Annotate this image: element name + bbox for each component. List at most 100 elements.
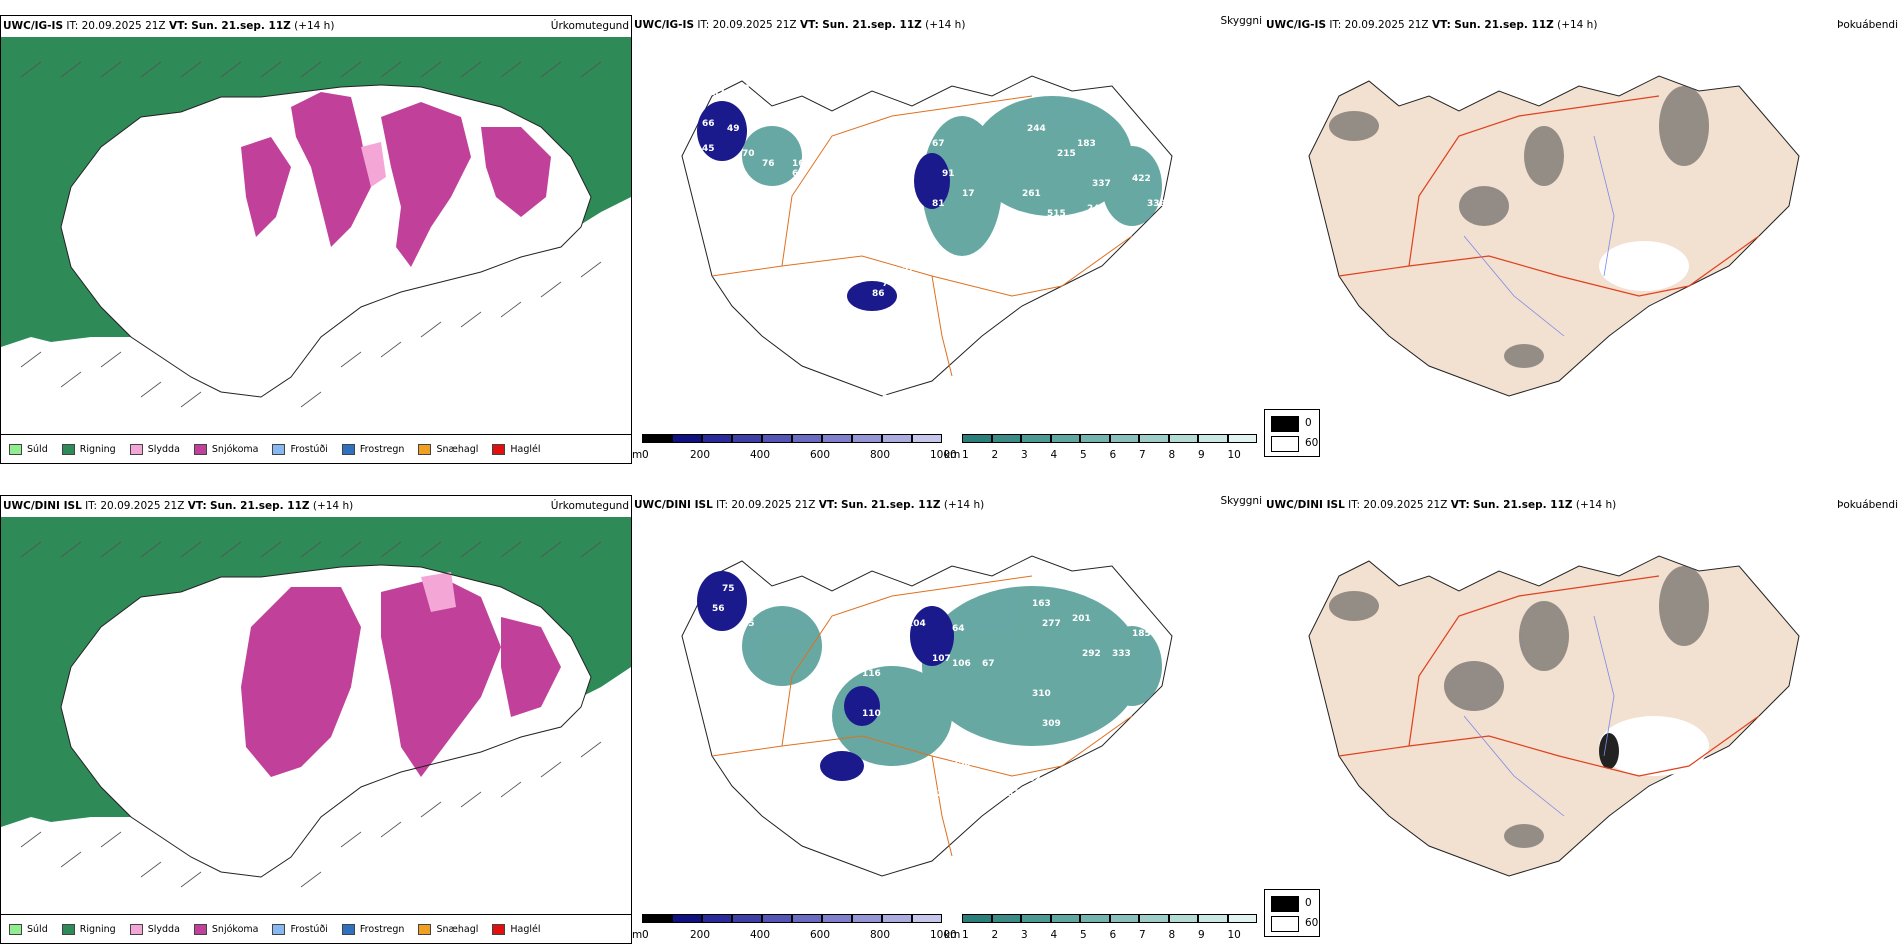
cloud-colorbar: m 0 200 400 600 800 1000 km 1 2 3 4 5 6 7 8 9 10	[632, 914, 1264, 944]
fog-area	[1659, 566, 1709, 646]
legend-item: Frostregn	[341, 923, 404, 935]
colorbar-tick: 200	[690, 449, 711, 461]
cloud-height-label: 64	[952, 624, 965, 634]
it-value: 20.09.2025 21Z	[731, 499, 816, 511]
vt-value: Sun. 21.sep. 11Z	[1454, 19, 1554, 31]
vt-value: Sun. 21.sep. 11Z	[1473, 499, 1573, 511]
cloud-height-label: 185	[1132, 629, 1151, 639]
cloud-height-label: 65	[742, 619, 755, 629]
it-label: IT:	[1329, 19, 1342, 31]
cloud-height-label: 92	[877, 769, 890, 779]
panel-header: UWC/IG-IS IT: 20.09.2025 21Z VT: Sun. 21…	[3, 20, 629, 36]
cloud-height-label: 163	[1032, 599, 1051, 609]
colorbar-segment	[912, 914, 942, 923]
legend-item: Slydda	[129, 443, 180, 455]
colorbar-segment	[852, 914, 882, 923]
roads	[711, 575, 1133, 857]
colorbar-tick: 1	[962, 449, 969, 461]
colorbar-segment	[1168, 914, 1198, 923]
rivers	[1463, 615, 1615, 817]
cloud-height-label: 87	[1007, 789, 1020, 799]
fog-panel-2: UWC/DINI ISL IT: 20.09.2025 21Z VT: Sun.…	[1264, 495, 1900, 944]
it-label: IT:	[716, 499, 729, 511]
roads	[711, 95, 1133, 377]
fog-dark-area	[1599, 733, 1619, 769]
fog-map	[1308, 555, 1800, 877]
cloud-height-label: 107	[932, 654, 951, 664]
colorbar-segment	[912, 434, 942, 443]
cloud-height-label: 215	[1057, 149, 1076, 159]
fog-legend-swatch	[1271, 416, 1299, 432]
vt-value: Sun. 21.sep. 11Z	[191, 20, 291, 32]
cloud-height-label: 244	[1027, 124, 1046, 134]
colorbar-tick: 4	[1050, 449, 1058, 461]
fog-legend-label: 60	[1305, 917, 1319, 929]
cloud-height-label: 515	[1047, 209, 1066, 219]
colorbar-segment	[1109, 914, 1139, 923]
fog-legend-swatch	[1271, 916, 1299, 932]
it-value: 20.09.2025 21Z	[1363, 499, 1448, 511]
ptype-legend: Súld Rigning Slydda Snjókoma Frostúði Fr…	[1, 914, 631, 943]
vt-label: VT:	[799, 19, 819, 31]
cloud-height-label: 74	[922, 879, 935, 889]
sleet-area	[361, 142, 386, 187]
colorbar-tick: 7	[1139, 929, 1146, 941]
colorbar-tick: 9	[1198, 929, 1205, 941]
panel-header: UWC/DINI ISL IT: 20.09.2025 21Z VT: Sun.…	[1266, 499, 1898, 515]
cloud-height-label: 81	[932, 199, 945, 209]
fog-white-area	[1599, 716, 1709, 776]
it-value: 20.09.2025 21Z	[712, 19, 797, 31]
colorbar-segment	[1168, 434, 1198, 443]
colorbar-tick: 6	[1109, 929, 1117, 941]
fog-legend: 0 60	[1264, 409, 1320, 457]
panel-title: Úrkomutegund	[550, 20, 629, 32]
cloud-height-label: 49	[737, 569, 750, 579]
snow-area-3	[501, 617, 561, 717]
ptype-map	[1, 517, 631, 915]
colorbar-tick: 2	[991, 449, 999, 461]
colorbar-tick: 800	[870, 929, 891, 941]
cloud-height-label: 104	[907, 619, 926, 629]
model-name: UWC/DINI ISL	[634, 499, 713, 511]
panel-title: Skyggni	[1220, 495, 1263, 507]
legend-item: Súld	[9, 443, 48, 455]
colorbar-tick: 200	[690, 929, 711, 941]
model-name: UWC/IG-IS	[1266, 19, 1327, 31]
model-name: UWC/DINI ISL	[3, 500, 82, 512]
colorbar-segment	[702, 914, 732, 923]
cloud-height-label: 106	[952, 659, 971, 669]
model-name: UWC/IG-IS	[3, 20, 64, 32]
colorbar-segment	[1139, 914, 1169, 923]
fog-legend: 0 60	[1264, 889, 1320, 937]
colorbar-segment	[1198, 914, 1228, 923]
cloud-height-label: 258	[952, 759, 971, 769]
colorbar-tick: 8	[1168, 929, 1176, 941]
roads	[1338, 575, 1760, 777]
cloud-height-label: 67	[712, 89, 725, 99]
fog-area	[1504, 824, 1544, 848]
colorbar-tick: 3	[1021, 929, 1028, 941]
colorbar-segment	[672, 434, 702, 443]
cloud-height-label: 59	[737, 84, 750, 94]
low-cloud-area	[847, 281, 897, 311]
colorbar-segment	[1080, 914, 1110, 923]
fog-legend-label: 0	[1305, 417, 1312, 429]
panel-title: Úrkomutegund	[550, 500, 629, 512]
colorbar-tick: 4	[1050, 929, 1058, 941]
fog-area	[1504, 344, 1544, 368]
snow-area-4	[241, 137, 291, 237]
colorbar-tick: 400	[750, 929, 771, 941]
legend-item: Rigning	[61, 443, 116, 455]
legend-item: Haglél	[492, 923, 541, 935]
colorbar-tick: 10	[1227, 449, 1241, 461]
colorbar-tick: 0	[642, 929, 649, 941]
cloud-height-label: 86	[872, 289, 885, 299]
colorbar-segment	[882, 914, 912, 923]
cloud-height-label: 310	[1032, 689, 1051, 699]
colorbar-segment	[822, 914, 852, 923]
colorbar-segment	[991, 914, 1021, 923]
model-name: UWC/IG-IS	[634, 19, 695, 31]
lead-time: (+14 h)	[1575, 499, 1617, 511]
